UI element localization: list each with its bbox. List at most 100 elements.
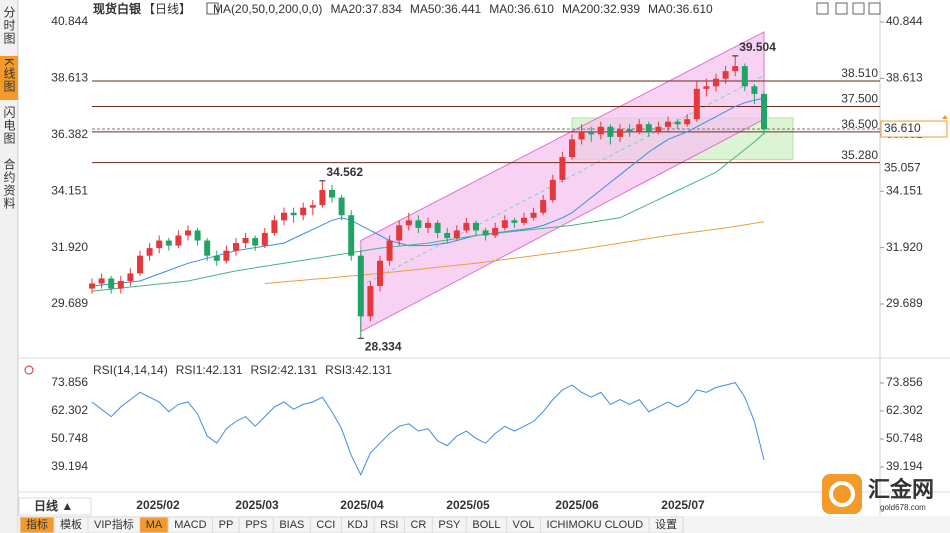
toolbar-tab[interactable]: RSI (380, 519, 398, 531)
toolbar-tab[interactable]: MACD (174, 519, 206, 531)
annotation-label: 39.504 (739, 40, 776, 54)
sidebar-tab-active (0, 56, 18, 100)
candle-body (645, 124, 652, 132)
marker-label: 35.057 (884, 160, 921, 174)
legend-entry: MA0:36.610 (648, 2, 713, 16)
y-tick-label: 40.844 (51, 14, 88, 28)
candle-body (482, 230, 489, 236)
window-icons (206, 2, 881, 15)
candle-body (300, 207, 307, 216)
toolbar-tab[interactable]: PP (219, 519, 234, 531)
legend-entry: MA0:36.610 (489, 2, 554, 16)
toolbar-tab[interactable]: ICHIMOKU CLOUD (547, 519, 644, 531)
sidebar-tab[interactable]: 分时图 (2, 6, 16, 45)
candle-body (108, 278, 115, 289)
toolbar-tab[interactable]: 模板 (60, 517, 82, 531)
candle-body (655, 126, 662, 132)
indicator-label: MA(20,50,0,200,0,0) (213, 2, 322, 16)
icon[interactable] (206, 2, 219, 15)
candle-body (569, 139, 575, 158)
y-tick-label: 38.613 (51, 71, 88, 85)
y-tick-label: 34.151 (51, 183, 88, 197)
toolbar-tab[interactable]: BOLL (472, 519, 500, 531)
candle-body (252, 238, 259, 246)
toolbar-tab-bg[interactable] (648, 516, 684, 533)
logo-icon (822, 474, 862, 514)
y-tick-label: 73.856 (886, 375, 923, 389)
candle-body (463, 222, 470, 231)
toolbar-tab[interactable]: KDJ (347, 519, 368, 531)
legend-entry: RSI3:42.131 (325, 363, 392, 377)
candle-body (473, 222, 479, 231)
level-label: 37.500 (841, 92, 878, 106)
toolbar-tab[interactable]: 设置 (655, 518, 677, 531)
y-tick-label: 29.689 (886, 296, 923, 310)
sidebar-tab[interactable]: 闪电图 (2, 106, 16, 145)
candle-body (261, 232, 268, 246)
candle-body (597, 126, 604, 135)
candle-body (213, 255, 220, 261)
toolbar-tab[interactable]: VIP指标 (94, 517, 134, 531)
candle-body (329, 189, 335, 198)
sidebar-tab[interactable]: K线图 (2, 58, 16, 93)
icon[interactable] (868, 2, 881, 15)
annotation-label: 34.562 (326, 165, 363, 179)
candle-body (713, 78, 719, 87)
level-label: 35.280 (841, 148, 878, 162)
settings-icon[interactable] (24, 365, 34, 375)
current-price-label: 36.610 (884, 121, 921, 135)
toolbar-tab[interactable]: CR (410, 519, 426, 531)
ma-line (264, 221, 765, 284)
candle-body (89, 283, 95, 289)
icon[interactable] (852, 2, 865, 15)
x-tick-label: 2025/04 (340, 498, 384, 512)
candle-body (674, 121, 681, 125)
candle-body (751, 86, 758, 94)
candle-body (521, 217, 527, 223)
candle-body (233, 243, 239, 251)
toolbar-tab[interactable]: PSY (438, 519, 461, 531)
candle-body (607, 126, 614, 137)
candle-body (617, 129, 623, 137)
y-tick-label: 62.302 (886, 403, 923, 417)
candle-body (319, 189, 326, 206)
toolbar-tab[interactable]: MA (146, 519, 163, 531)
sidebar-tab[interactable]: 合约资料 (2, 157, 16, 210)
candle-body (281, 212, 287, 221)
y-tick-label: 38.613 (886, 71, 923, 85)
y-tick-label: 50.748 (51, 431, 88, 445)
toolbar-tab[interactable]: VOL (513, 519, 535, 531)
toolbar-tab[interactable]: PPS (245, 519, 267, 531)
period-button-label[interactable]: 日线 ▲ (34, 498, 73, 513)
toolbar-tab[interactable]: 指标 (26, 517, 48, 531)
period-button[interactable] (18, 497, 92, 516)
candle-body (415, 220, 422, 228)
toolbar-tab[interactable]: BIAS (279, 519, 304, 531)
candle-body (425, 222, 431, 228)
candle-body (530, 212, 537, 218)
candle-body (578, 131, 585, 140)
y-tick-label: 29.689 (51, 296, 88, 310)
candle-body (377, 260, 383, 287)
candle-body (290, 212, 297, 216)
candle-body (223, 250, 230, 261)
y-tick-label: 62.302 (51, 403, 88, 417)
candle-body (434, 222, 441, 233)
current-arrow (942, 115, 948, 120)
y-tick-label: 31.920 (51, 240, 88, 254)
y-tick-label: 40.844 (886, 14, 923, 28)
toolbar-tab[interactable]: CCI (316, 519, 335, 531)
candle-body (492, 227, 499, 236)
candle-body (511, 220, 518, 223)
candle-body (549, 179, 556, 201)
candle-body (175, 235, 182, 246)
candle-body (453, 230, 460, 239)
candle-body (357, 255, 364, 317)
candle-body (348, 215, 355, 256)
candle-body (98, 278, 105, 284)
legend-entry: RSI2:42.131 (250, 363, 317, 377)
icon[interactable] (835, 2, 848, 15)
icon[interactable] (816, 2, 829, 15)
